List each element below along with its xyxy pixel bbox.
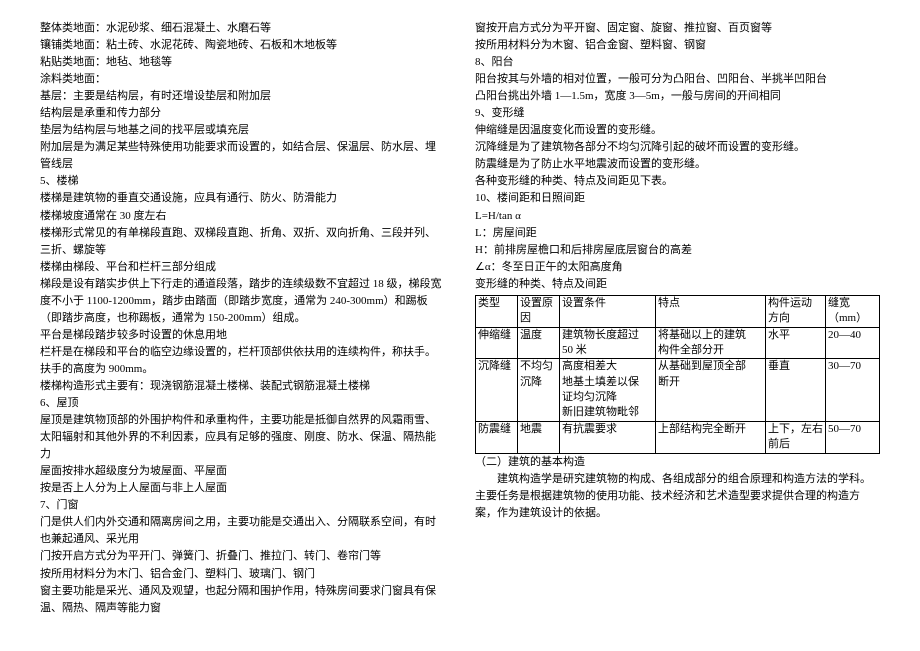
text-line: 沉降缝是为了建筑物各部分不均匀沉降引起的破坏而设置的变形缝。 [475,139,880,156]
text-line: 7、门窗 [40,497,445,514]
text-line: 按所用材料分为木门、铝合金门、塑料门、玻璃门、钢门 [40,566,445,583]
text-line: 屋面按排水超级度分为坡屋面、平屋面 [40,463,445,480]
table-header-cell: 缝宽（mm） [826,295,880,327]
text-line: 防震缝是为了防止水平地震波而设置的变形缝。 [475,156,880,173]
table-cell: 建筑物长度超过50 米 [560,327,656,359]
text-line: 粘贴类地面：地毡、地毯等 [40,54,445,71]
table-header-cell: 特点 [656,295,766,327]
text-line: 楼梯由梯段、平台和栏杆三部分组成 [40,259,445,276]
table-cell: 不均匀沉降 [518,359,560,422]
table-row: 伸缩缝温度建筑物长度超过50 米将基础以上的建筑构件全部分开水平20—40 [476,327,880,359]
text-line: 5、楼梯 [40,173,445,190]
text-line: L：房屋间距 [475,225,880,242]
table-cell: 上下，左右前后 [766,421,826,453]
table-header-cell: 类型 [476,295,518,327]
text-line: 屋顶是建筑物顶部的外围护构件和承重构件，主要功能是抵御自然界的风霜雨雪、太阳辐射… [40,412,445,463]
text-line: ∠α：冬至日正午的太阳高度角 [475,259,880,276]
text-line: 9、变形缝 [475,105,880,122]
text-line: 建筑构造学是研究建筑物的构成、各组成部分的组合原理和构造方法的学科。主要任务是根… [475,471,880,522]
text-line: 10、楼间距和日照间距 [475,190,880,207]
table-header-cell: 构件运动方向 [766,295,826,327]
table-cell: 防震缝 [476,421,518,453]
text-line: 门是供人们内外交通和隔离房间之用，主要功能是交通出入、分隔联系空间，有时也兼起通… [40,514,445,548]
text-line: 按所用材料分为木窗、铝合金窗、塑料窗、钢窗 [475,37,880,54]
text-line: 8、阳台 [475,54,880,71]
text-line: 楼梯构造形式主要有：现浇钢筋混凝土楼梯、装配式钢筋混凝土楼梯 [40,378,445,395]
text-line: 平台是梯段踏步较多时设置的休息用地 [40,327,445,344]
text-line: 各种变形缝的种类、特点及间距见下表。 [475,173,880,190]
table-header-cell: 设置条件 [560,295,656,327]
text-line: 6、屋顶 [40,395,445,412]
text-line: 阳台按其与外墙的相对位置，一般可分为凸阳台、凹阳台、半挑半凹阳台 [475,71,880,88]
table-cell: 20—40 [826,327,880,359]
text-line: 窗主要功能是采光、通风及观望，也起分隔和围护作用，特殊房间要求门窗具有保温、隔热… [40,583,445,617]
text-line: 楼梯是建筑物的垂直交通设施，应具有通行、防火、防滑能力 [40,190,445,207]
text-line: 附加层是为满足某些特殊使用功能要求而设置的，如结合层、保温层、防水层、埋管线层 [40,139,445,173]
table-cell: 沉降缝 [476,359,518,422]
text-line: （二）建筑的基本构造 [475,454,880,471]
table-cell: 将基础以上的建筑构件全部分开 [656,327,766,359]
text-line: 结构层是承重和传力部分 [40,105,445,122]
table-row: 防震缝地震有抗震要求上部结构完全断开上下，左右前后50—70 [476,421,880,453]
table-cell: 从基础到屋顶全部断开 [656,359,766,422]
text-line: 窗按开启方式分为平开窗、固定窗、旋窗、推拉窗、百页窗等 [475,20,880,37]
table-cell: 伸缩缝 [476,327,518,359]
table-cell: 地震 [518,421,560,453]
text-line: 整体类地面：水泥砂浆、细石混凝土、水磨石等 [40,20,445,37]
text-line: 变形缝的种类、特点及间距 [475,276,880,293]
text-line: 栏杆是在梯段和平台的临空边缘设置的，栏杆顶部供依扶用的连续构件，称扶手。扶手的高… [40,344,445,378]
text-line: 垫层为结构层与地基之间的找平层或填充层 [40,122,445,139]
text-line: 基层：主要是结构层，有时还增设垫层和附加层 [40,88,445,105]
text-line: 按是否上人分为上人屋面与非上人屋面 [40,480,445,497]
table-cell: 高度相差大地基土填差以保证均匀沉降新旧建筑物毗邻 [560,359,656,422]
table-cell: 50—70 [826,421,880,453]
table-cell: 上部结构完全断开 [656,421,766,453]
text-line: 凸阳台挑出外墙 1—1.5m，宽度 3—5m，一般与房间的开间相同 [475,88,880,105]
table-row: 沉降缝不均匀沉降高度相差大地基土填差以保证均匀沉降新旧建筑物毗邻从基础到屋顶全部… [476,359,880,422]
table-cell: 有抗震要求 [560,421,656,453]
table-cell: 30—70 [826,359,880,422]
text-line: H：前排房屋檐口和后排房屋底层窗台的高差 [475,242,880,259]
text-line: L=H/tan α [475,208,880,225]
text-line: 镶铺类地面：粘土砖、水泥花砖、陶瓷地砖、石板和木地板等 [40,37,445,54]
table-cell: 温度 [518,327,560,359]
table-cell: 水平 [766,327,826,359]
deformation-joint-table: 类型设置原因设置条件特点构件运动方向缝宽（mm）伸缩缝温度建筑物长度超过50 米… [475,295,880,454]
text-line: 门按开启方式分为平开门、弹簧门、折叠门、推拉门、转门、卷帘门等 [40,548,445,565]
text-line: 楼梯坡度通常在 30 度左右 [40,208,445,225]
text-line: 伸缩缝是因温度变化而设置的变形缝。 [475,122,880,139]
table-cell: 垂直 [766,359,826,422]
text-line: 涂料类地面： [40,71,445,88]
table-header-cell: 设置原因 [518,295,560,327]
text-line: 梯段是设有踏实步供上下行走的通道段落，踏步的连续级数不宜超过 18 级，梯段宽度… [40,276,445,327]
text-line: 楼梯形式常见的有单梯段直跑、双梯段直跑、折角、双折、双向折角、三段并列、三折、螺… [40,225,445,259]
